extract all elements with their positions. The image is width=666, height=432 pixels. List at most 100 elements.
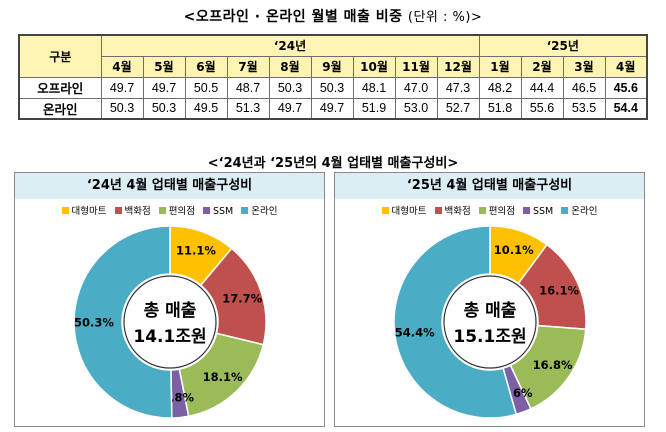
table-cell: 47.3 xyxy=(436,76,480,99)
slice-label: 11.1% xyxy=(176,244,216,258)
legend-label: 대형마트 xyxy=(71,206,107,217)
table-cell: 55.6 xyxy=(520,97,564,120)
slice-label: 17.7% xyxy=(222,291,262,305)
legend-label: 편의점 xyxy=(168,206,195,217)
row-label: 오프라인 xyxy=(18,76,102,99)
table-cell: 49.7 xyxy=(100,76,144,99)
slice-label: 54.4% xyxy=(395,325,435,339)
legend-label: 편의점 xyxy=(488,206,515,217)
chart-panel-2024: ‘24년 4월 업태별 매출구성비 대형마트 백화점 편의점 SSM 온라인 11.1%… xyxy=(14,172,325,427)
legend-swatch xyxy=(241,207,249,214)
center-label-amount: 15.1조원 xyxy=(453,327,526,347)
center-label-total: 총 매출 xyxy=(464,301,517,321)
center-label-amount: 14.1조원 xyxy=(133,327,206,347)
legend-swatch xyxy=(114,207,122,214)
donut-slice xyxy=(393,225,518,419)
legend-label: SSM xyxy=(212,206,234,217)
legend-swatch xyxy=(158,207,166,214)
legend-label: 온라인 xyxy=(251,206,278,217)
legend-swatch xyxy=(381,207,389,214)
table-cell: 48.2 xyxy=(478,76,522,99)
slice-label: 18.1% xyxy=(203,370,243,384)
table-cell: 46.5 xyxy=(562,76,606,99)
table-month-row: 4월 5월 6월 7월 8월 9월 10월 11월 12월 1월 2월 3월 4월 xyxy=(19,55,648,78)
donut-center xyxy=(123,275,217,369)
table-cell: 54.4 xyxy=(604,97,648,120)
month-header: 12월 xyxy=(436,55,480,78)
table-row: 오프라인 49.7 49.7 50.5 48.7 50.3 50.3 48.1 47.0 47.3… xyxy=(18,76,648,99)
charts-title: <‘24년과 ‘25년의 4월 업태별 매출구성비> xyxy=(207,156,459,171)
table-row: 온라인 50.3 50.3 49.5 51.3 49.7 49.7 51.9 53.0 52.7 5… xyxy=(18,97,648,120)
month-header: 4월 xyxy=(100,55,144,78)
slice-label: 10.1% xyxy=(494,243,534,257)
legend-item: 백화점 xyxy=(114,203,151,217)
table-cell: 51.3 xyxy=(226,97,270,120)
legend-swatch xyxy=(434,207,442,214)
legend-swatch xyxy=(61,207,69,214)
center-label-total: 총 매출 xyxy=(144,301,197,321)
row-label: 온라인 xyxy=(18,97,102,120)
month-header: 5월 xyxy=(142,55,186,78)
table-cell: 52.7 xyxy=(436,97,480,120)
month-header: 7월 xyxy=(226,55,270,78)
chart-panel-2025: ‘25년 4월 업태별 매출구성비 대형마트 백화점 편의점 SSM 온라인 10.1%… xyxy=(334,172,645,427)
month-header: 2월 xyxy=(520,55,564,78)
legend-item: 편의점 xyxy=(478,203,515,217)
chart-title: ‘24년 4월 업태별 매출구성비 xyxy=(15,173,324,199)
category-header: 구분 xyxy=(18,34,102,78)
month-header: 6월 xyxy=(184,55,228,78)
legend-label: 대형마트 xyxy=(391,206,427,217)
table-year-row: 구분 ‘24년 ‘25년 xyxy=(18,34,648,78)
legend-item: 온라인 xyxy=(561,203,597,217)
table-cell: 44.4 xyxy=(520,76,564,99)
month-header: 1월 xyxy=(478,55,522,78)
legend-item: SSM xyxy=(522,206,554,217)
table-cell: 50.3 xyxy=(268,76,312,99)
table-cell: 47.0 xyxy=(394,76,438,99)
table-cell: 50.3 xyxy=(142,97,186,120)
legend-label: 백화점 xyxy=(444,206,471,217)
month-header: 10월 xyxy=(352,55,396,78)
slice-label: 50.3% xyxy=(74,316,114,330)
legend-item: 백화점 xyxy=(434,203,471,217)
table-cell: 49.7 xyxy=(310,97,354,120)
month-header: 3월 xyxy=(562,55,606,78)
table-cell: 48.7 xyxy=(226,76,270,99)
month-header: 11월 xyxy=(394,55,438,78)
slice-label: 16.8% xyxy=(533,358,573,372)
legend-label: SSM xyxy=(532,206,554,217)
table-cell: 50.3 xyxy=(310,76,354,99)
legend-item: SSM xyxy=(202,206,234,217)
legend-item: 편의점 xyxy=(158,203,195,217)
table-cell: 51.9 xyxy=(352,97,396,120)
table-cell: 53.5 xyxy=(562,97,606,120)
legend-item: 대형마트 xyxy=(381,203,427,217)
legend-label: 백화점 xyxy=(124,206,151,217)
table-title: <오프라인 · 온라인 월별 매출 비중 (단위 : %)> xyxy=(0,6,666,26)
table-cell: 45.6 xyxy=(604,76,648,99)
table-cell: 49.7 xyxy=(268,97,312,120)
table-cell: 51.8 xyxy=(478,97,522,120)
table-cell: 50.3 xyxy=(100,97,144,120)
year-2024-header: ‘24년 xyxy=(100,34,480,57)
table-cell: 50.5 xyxy=(184,76,228,99)
legend-item: 대형마트 xyxy=(61,203,107,217)
month-header: 8월 xyxy=(268,55,312,78)
chart-title: ‘25년 4월 업태별 매출구성비 xyxy=(335,173,644,199)
legend-item: 온라인 xyxy=(241,203,277,217)
donut-center xyxy=(443,275,537,369)
table-cell: 49.7 xyxy=(142,76,186,99)
table-cell: 53.0 xyxy=(394,97,438,120)
slice-label: 16.1% xyxy=(539,283,579,297)
month-header: 4월 xyxy=(604,55,648,78)
table-title-text: <오프라인 · 온라인 월별 매출 비중 xyxy=(183,9,403,25)
table-cell: 48.1 xyxy=(352,76,396,99)
sales-share-table: 구분 ‘24년 ‘25년 4월 5월 6월 7월 8월 9월 10월 11월 12월 1월 2월 3월… xyxy=(18,34,648,120)
legend-swatch xyxy=(478,207,486,214)
chart-legend: 대형마트 백화점 편의점 SSM 온라인 xyxy=(15,203,324,217)
donut-slice xyxy=(73,225,173,419)
legend-swatch xyxy=(561,207,569,214)
legend-swatch xyxy=(202,207,210,214)
year-2025-header: ‘25년 xyxy=(478,34,648,57)
